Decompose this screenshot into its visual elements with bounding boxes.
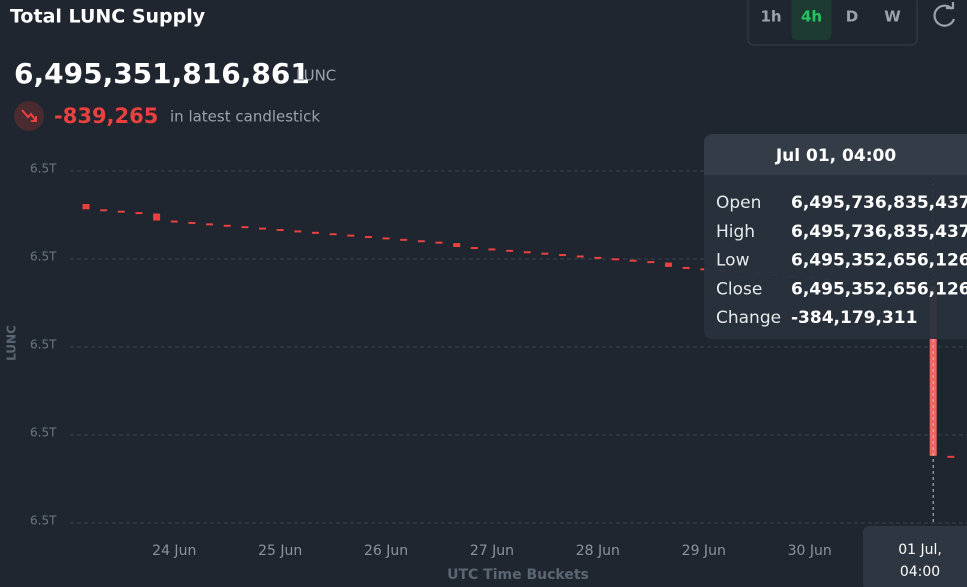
candle (700, 268, 708, 271)
refresh-arrow (946, 2, 955, 10)
candle (435, 241, 443, 244)
tooltip-label: Open (716, 193, 761, 213)
tooltip-label: Low (716, 251, 750, 271)
refresh-icon (933, 4, 956, 27)
candle (135, 212, 143, 215)
tooltip-bg (704, 134, 967, 339)
y-tick-label: 6.5T (30, 162, 57, 176)
candle (541, 252, 549, 255)
x-tick-label: 25 Jun (258, 543, 302, 559)
candle (188, 221, 196, 224)
x-tick-label: 26 Jun (364, 543, 408, 559)
candle (294, 230, 302, 233)
tab-group (747, 0, 918, 46)
candle (523, 251, 531, 254)
down-icon (21, 109, 37, 122)
candle (506, 249, 514, 252)
x-tick-label: 24 Jun (152, 543, 196, 559)
tab-active-bg (791, 0, 832, 40)
candle (311, 231, 319, 234)
change-value: -839,265 (54, 104, 158, 128)
tab[interactable]: 1h (760, 8, 781, 26)
candle (947, 455, 955, 458)
tooltip-value: -384,179,311 (791, 308, 917, 328)
tab[interactable]: W (884, 8, 901, 26)
candle (276, 228, 284, 231)
candle (612, 258, 619, 261)
candle (470, 247, 478, 250)
tooltip-value: 6,495,736,835,437 (791, 193, 967, 213)
candle (364, 236, 372, 239)
tab[interactable]: 4h (801, 8, 822, 26)
x-tick-label: 29 Jun (682, 543, 726, 559)
supply-unit: LUNC (296, 67, 336, 85)
y-tick-label: 6.5T (30, 338, 57, 352)
y-tick-label: 6.5T (30, 514, 57, 528)
candle (170, 220, 178, 223)
title: Total LUNC Supply (10, 6, 206, 28)
tooltip-label: Close (716, 279, 762, 299)
refresh-button[interactable] (933, 2, 956, 27)
tooltip-value: 6,495,352,656,126 (791, 279, 967, 299)
y-axis-title: LUNC (5, 325, 19, 361)
tooltip-label: High (716, 222, 755, 242)
x-axis-title: UTC Time Buckets (447, 567, 589, 583)
y-tick-label: 6.5T (30, 426, 57, 440)
candle (629, 259, 637, 262)
tooltip: Jul 01, 04:00 Open 6,495,736,835,437 High 6… (704, 134, 967, 339)
candle (559, 254, 567, 257)
x-tick-label: 28 Jun (576, 543, 620, 559)
hover-x-label: 01 Jul, (898, 542, 942, 558)
candle (664, 262, 672, 267)
candle (117, 210, 125, 213)
candle (453, 243, 461, 248)
change-note: in latest candlestick (170, 108, 320, 126)
hover-x-label: 04:00 (900, 564, 940, 580)
candle (329, 233, 337, 236)
candle (347, 234, 355, 237)
candle (400, 238, 408, 241)
candle (100, 209, 108, 212)
x-tick-label: 30 Jun (788, 543, 832, 559)
candle (259, 227, 266, 230)
y-tick-label: 6.5T (30, 250, 57, 264)
candle (153, 213, 161, 221)
candle (223, 224, 231, 227)
candle (82, 204, 90, 210)
candle (594, 256, 602, 259)
supply-value: 6,495,351,816,861 (14, 57, 310, 90)
tooltip-header (704, 134, 967, 175)
x-tick-label: 27 Jun (470, 543, 514, 559)
tooltip-title: Jul 01, 04:00 (775, 146, 896, 166)
candle (206, 223, 214, 226)
candle (241, 226, 249, 229)
candle (647, 261, 655, 264)
tooltip-value: 6,495,736,835,437 (791, 222, 967, 242)
candle (488, 248, 496, 251)
candle (417, 240, 425, 243)
candle (682, 266, 690, 269)
candle (576, 255, 584, 258)
tooltip-value: 6,495,352,656,126 (791, 251, 967, 271)
hover-label-bg (863, 526, 967, 587)
tab[interactable]: D (846, 8, 858, 26)
candle (382, 237, 390, 240)
tooltip-label: Change (716, 308, 781, 328)
